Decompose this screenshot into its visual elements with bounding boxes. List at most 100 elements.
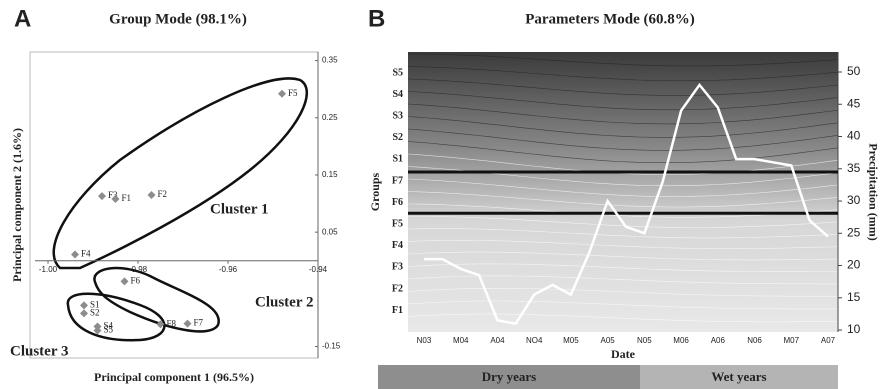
y-axis-title: Groups: [368, 172, 382, 211]
y-tick-label: 0.05: [322, 227, 338, 236]
contour-line: [407, 66, 839, 82]
cluster-label: Cluster 1: [210, 201, 268, 217]
group-label: F6: [392, 197, 403, 208]
period-box: [378, 365, 640, 389]
y2-tick-label: 50: [847, 64, 861, 78]
period-box: [640, 365, 838, 389]
point: [93, 326, 102, 335]
y2-tick-label: 40: [847, 129, 861, 143]
group-label: S2: [392, 132, 403, 143]
cluster-label: Cluster 2: [255, 294, 313, 310]
y2-tick-label: 10: [847, 322, 861, 336]
point-label: F4: [81, 249, 91, 259]
point: [71, 250, 79, 259]
chart-title: Parameters Mode (60.8%): [525, 11, 695, 27]
contour-line: [407, 91, 839, 111]
cluster-outline: [66, 292, 166, 342]
point-label: F7: [194, 318, 204, 328]
cluster-outline: [93, 266, 220, 333]
contour-line: [407, 141, 839, 163]
group-label: S4: [392, 89, 403, 100]
x-tick-label: N06: [747, 336, 762, 345]
point-label: S5: [104, 325, 114, 335]
contour-line: [407, 288, 838, 297]
x-axis-title: Date: [611, 347, 636, 361]
point-label: S1: [90, 299, 100, 309]
point: [183, 319, 192, 328]
point-label: S2: [90, 307, 100, 317]
point: [111, 194, 120, 203]
x-tick-label: N03: [417, 336, 432, 345]
contour-line: [407, 263, 838, 272]
point: [147, 190, 156, 199]
x-tick-label: N05: [637, 336, 652, 345]
cluster-label: Cluster 3: [10, 343, 68, 359]
precipitation-line: [424, 82, 829, 325]
point: [80, 301, 88, 310]
y2-tick-label: 15: [847, 290, 861, 304]
point-label: F6: [131, 275, 141, 285]
contour-line: [407, 313, 839, 323]
y2-tick-label: 35: [847, 161, 861, 175]
y2-tick-label: 20: [847, 258, 861, 272]
contour-line: [407, 228, 839, 239]
x-tick-label: M05: [563, 336, 579, 345]
contour-line: [407, 78, 839, 96]
x-tick-label: -0.94: [309, 265, 328, 274]
contour-line: [407, 178, 839, 197]
point-label: S4: [104, 321, 114, 331]
x-tick-label: NO4: [526, 336, 543, 345]
x-tick-label: A05: [601, 336, 616, 345]
point: [98, 192, 106, 201]
x-tick-label: A04: [490, 336, 505, 345]
x-tick-label: A07: [821, 336, 836, 345]
plot-frame: [29, 51, 319, 359]
contour-line: [407, 103, 839, 125]
group-label: S5: [392, 67, 403, 78]
point: [93, 322, 102, 331]
x-axis-title: Principal component 1 (96.5%): [94, 370, 254, 384]
group-label: F5: [392, 218, 403, 229]
group-label: S3: [392, 110, 403, 121]
point-label: F5: [288, 88, 298, 98]
y2-tick-label: 30: [847, 193, 861, 207]
group-label: F1: [392, 305, 403, 316]
point: [80, 309, 88, 318]
panel-letter: A: [14, 5, 31, 32]
point-label: F8: [167, 318, 177, 328]
group-label: F3: [392, 262, 403, 273]
panel-letter: B: [368, 5, 385, 32]
x-tick-label: -1.00: [39, 265, 58, 274]
point: [156, 320, 165, 329]
period-label: Wet years: [711, 369, 766, 384]
y-tick-label: -0.15: [322, 342, 341, 351]
y-tick-label: 0.15: [322, 170, 338, 179]
x-tick-label: -0.96: [219, 265, 238, 274]
point-label: F2: [158, 189, 168, 199]
y-tick-label: 0.35: [322, 56, 338, 65]
group-label: F7: [392, 175, 403, 186]
y-tick-label: 0.25: [322, 113, 338, 122]
chart-title: Group Mode (98.1%): [109, 11, 247, 27]
group-label: S1: [392, 154, 403, 165]
cluster-outline: [52, 77, 309, 270]
point: [278, 89, 286, 98]
contour-line: [407, 251, 839, 261]
x-tick-label: M04: [453, 336, 469, 345]
period-label: Dry years: [482, 369, 537, 384]
contour-background: [408, 52, 838, 332]
y2-tick-label: 25: [847, 225, 861, 239]
contour-line: [407, 300, 838, 310]
contour-line: [407, 240, 839, 249]
contour-line: [407, 191, 839, 208]
contour-line: [407, 128, 839, 151]
x-tick-label: A06: [711, 336, 726, 345]
y2-tick-label: 45: [847, 96, 861, 110]
contour-line: [408, 53, 839, 67]
contour-line: [407, 116, 839, 138]
group-label: F2: [392, 283, 403, 294]
group-label: F4: [392, 240, 403, 251]
y2-axis-title: Precipitation (mm): [866, 143, 880, 240]
point: [120, 277, 129, 286]
